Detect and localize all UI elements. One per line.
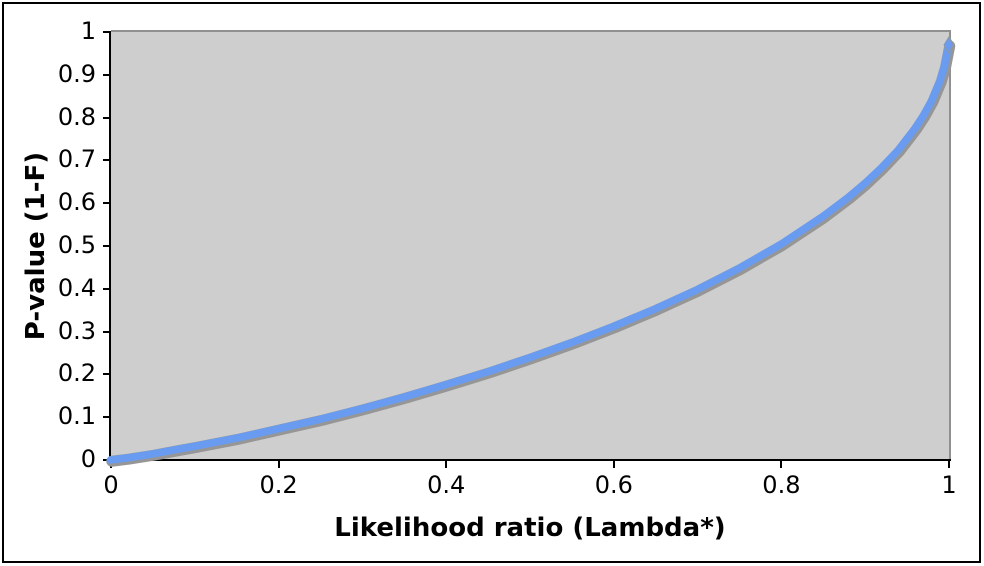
plot-area xyxy=(111,30,951,460)
x-tick-label: 1 xyxy=(941,471,957,499)
x-tick-label: 0.4 xyxy=(427,471,466,499)
y-tick-label: 0.7 xyxy=(57,145,96,174)
y-tick-label: 0.2 xyxy=(57,359,96,388)
y-tick-label: 0.6 xyxy=(57,188,96,217)
x-tick-mark xyxy=(948,460,950,468)
x-tick-mark xyxy=(612,460,615,468)
x-tick-label: 0.2 xyxy=(259,471,298,499)
y-tick-mark xyxy=(103,245,111,247)
x-tick-mark xyxy=(110,460,112,468)
y-tick-mark xyxy=(103,373,111,376)
x-tick-label: 0.8 xyxy=(762,471,801,499)
y-tick-label: 0.4 xyxy=(57,273,96,302)
x-tick-mark xyxy=(780,460,783,468)
y-tick-mark xyxy=(103,116,111,119)
x-axis-title: Likelihood ratio (Lambda*) xyxy=(334,513,726,543)
y-tick-label: 0.8 xyxy=(57,102,96,131)
y-tick-mark xyxy=(103,159,111,162)
y-tick-label: 0.3 xyxy=(57,316,96,345)
x-tick-mark xyxy=(277,460,280,468)
y-tick-mark xyxy=(103,31,111,33)
x-axis-line xyxy=(109,459,951,461)
y-tick-label: 0 xyxy=(80,444,96,473)
y-tick-mark xyxy=(103,202,111,205)
y-tick-label: 1 xyxy=(80,16,96,45)
y-axis-title: P-value (1-F) xyxy=(21,151,51,341)
y-tick-mark xyxy=(103,287,111,290)
y-tick-label: 0.1 xyxy=(57,402,96,431)
y-tick-mark xyxy=(103,73,111,76)
y-tick-label: 0.9 xyxy=(57,59,96,88)
y-tick-mark xyxy=(103,416,111,419)
x-tick-label: 0.6 xyxy=(594,471,633,499)
x-tick-label: 0 xyxy=(103,471,119,499)
y-tick-label: 0.5 xyxy=(57,230,96,259)
x-tick-mark xyxy=(445,460,448,468)
y-tick-mark xyxy=(103,330,111,333)
